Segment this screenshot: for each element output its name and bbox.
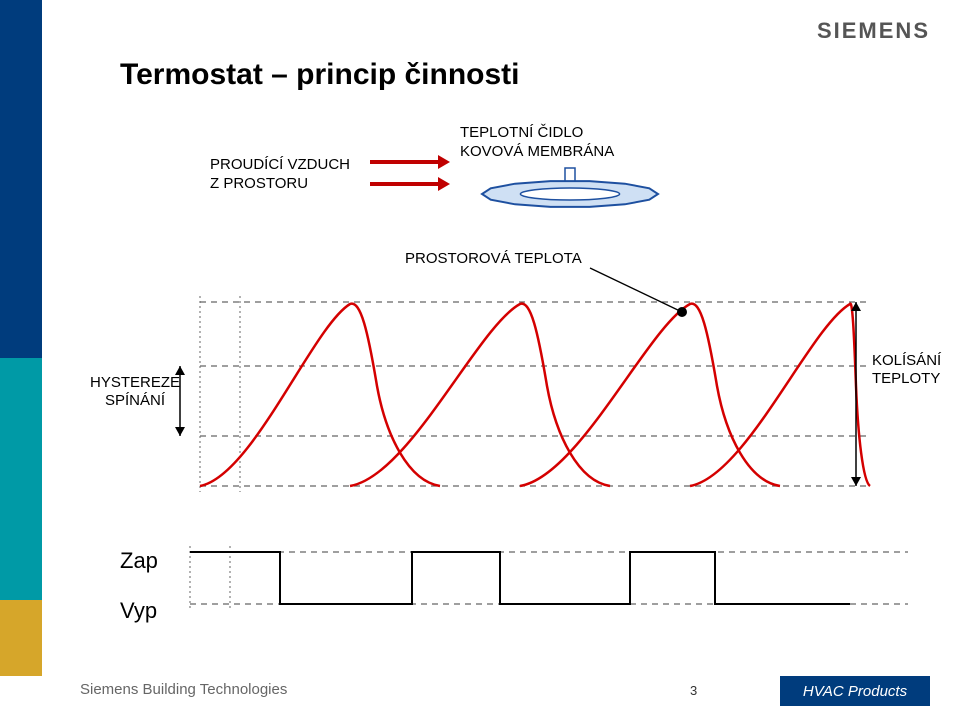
membrane-icon xyxy=(480,164,660,210)
swing-label-line1: KOLÍSÁNÍ xyxy=(872,352,941,369)
flow-arrow-icon xyxy=(370,160,440,164)
room-temperature-label: PROSTOROVÁ TEPLOTA xyxy=(405,250,582,267)
footer-page-number: 3 xyxy=(690,683,697,698)
left-accent-bar xyxy=(0,0,42,716)
left-bar-blue xyxy=(0,0,42,358)
page-title: Termostat – princip činnosti xyxy=(120,58,520,92)
slide: SIEMENS Termostat – princip činnosti PRO… xyxy=(0,0,960,716)
swing-label-line2: TEPLOTY xyxy=(872,370,940,387)
footer-company: Siemens Building Technologies xyxy=(80,681,287,698)
sensor-label-line1: TEPLOTNÍ ČIDLO xyxy=(460,124,583,141)
airflow-label-line1: PROUDÍCÍ VZDUCH xyxy=(210,156,350,173)
footer-product-badge: HVAC Products xyxy=(780,676,930,706)
temperature-chart xyxy=(150,276,870,496)
onoff-chart xyxy=(150,540,910,620)
brand-logo-text: SIEMENS xyxy=(817,18,930,44)
airflow-label: PROUDÍCÍ VZDUCH Z PROSTORU xyxy=(210,156,350,194)
flow-arrow-icon xyxy=(370,182,440,186)
airflow-label-line2: Z PROSTORU xyxy=(210,175,308,192)
left-bar-ochre xyxy=(0,600,42,676)
sensor-label: TEPLOTNÍ ČIDLO KOVOVÁ MEMBRÁNA xyxy=(460,124,614,162)
left-bar-teal xyxy=(0,358,42,600)
sensor-label-line2: KOVOVÁ MEMBRÁNA xyxy=(460,143,614,160)
temperature-swing-label: KOLÍSÁNÍ TEPLOTY xyxy=(872,352,941,388)
